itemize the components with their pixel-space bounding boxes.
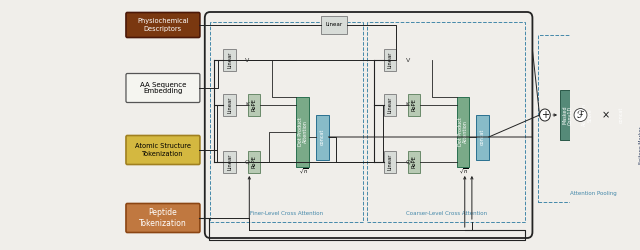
Text: $\sqrt{n}$: $\sqrt{n}$ xyxy=(299,168,308,176)
Text: RoPE: RoPE xyxy=(252,98,256,112)
Text: V: V xyxy=(406,58,410,62)
Text: V: V xyxy=(245,58,250,62)
FancyBboxPatch shape xyxy=(126,12,200,38)
Bar xyxy=(321,16,348,34)
Text: concat: concat xyxy=(480,129,485,145)
Bar xyxy=(384,49,396,71)
Text: RoPE: RoPE xyxy=(412,156,417,168)
Text: Dot Product
Attention: Dot Product Attention xyxy=(298,118,308,146)
Text: Masked
Conv1D: Masked Conv1D xyxy=(563,106,573,124)
Bar xyxy=(408,151,420,173)
Bar xyxy=(248,94,260,116)
Bar xyxy=(316,114,328,160)
Text: Attention Pooling: Attention Pooling xyxy=(570,191,617,196)
Text: K: K xyxy=(406,102,410,108)
Text: Linear: Linear xyxy=(387,97,392,113)
Text: RoPE: RoPE xyxy=(412,98,417,112)
Text: Linear: Linear xyxy=(325,22,342,28)
Bar xyxy=(296,97,309,167)
FancyBboxPatch shape xyxy=(126,74,200,102)
Bar xyxy=(634,100,640,190)
Text: Atomic Structure
Tokenization: Atomic Structure Tokenization xyxy=(135,144,191,156)
Bar xyxy=(384,151,396,173)
Text: +: + xyxy=(541,110,549,120)
Text: Linear: Linear xyxy=(227,154,232,170)
FancyBboxPatch shape xyxy=(126,204,200,233)
Text: ℱ: ℱ xyxy=(577,110,584,120)
Text: concat: concat xyxy=(320,129,325,145)
Bar xyxy=(223,94,236,116)
Text: AA Sequence
Embedding: AA Sequence Embedding xyxy=(140,82,186,94)
Text: Q: Q xyxy=(245,160,250,164)
Text: Finer-Level Cross Attention: Finer-Level Cross Attention xyxy=(250,211,323,216)
Text: K: K xyxy=(246,102,250,108)
Bar xyxy=(476,114,489,160)
Text: Linear: Linear xyxy=(227,52,232,68)
Text: Attention
Score: Attention Score xyxy=(582,104,593,126)
Text: Dot Product
Attention: Dot Product Attention xyxy=(458,118,468,146)
Text: ×: × xyxy=(602,110,609,120)
Bar xyxy=(384,94,396,116)
Text: Coarser-Level Cross Attention: Coarser-Level Cross Attention xyxy=(406,211,486,216)
Text: Physiochemical
Descriptors: Physiochemical Descriptors xyxy=(137,18,189,32)
Text: concat: concat xyxy=(619,107,624,123)
Bar xyxy=(457,97,469,167)
Bar xyxy=(615,90,628,140)
Bar xyxy=(560,90,576,140)
Circle shape xyxy=(600,109,611,121)
Text: $\sqrt{n}$: $\sqrt{n}$ xyxy=(459,168,469,176)
Bar xyxy=(248,151,260,173)
Circle shape xyxy=(540,109,550,121)
Text: Linear: Linear xyxy=(387,52,392,68)
Text: Q: Q xyxy=(405,160,410,164)
Text: RoPE: RoPE xyxy=(252,156,256,168)
Bar xyxy=(580,90,596,140)
Bar xyxy=(408,94,420,116)
FancyBboxPatch shape xyxy=(126,136,200,164)
Bar xyxy=(223,151,236,173)
Text: Linear: Linear xyxy=(227,97,232,113)
Text: Linear: Linear xyxy=(387,154,392,170)
Bar xyxy=(538,35,640,202)
Text: Peptide
Tokenization: Peptide Tokenization xyxy=(139,208,187,228)
Bar xyxy=(367,22,525,222)
Bar xyxy=(636,68,640,158)
Bar xyxy=(223,49,236,71)
Bar xyxy=(210,22,364,222)
